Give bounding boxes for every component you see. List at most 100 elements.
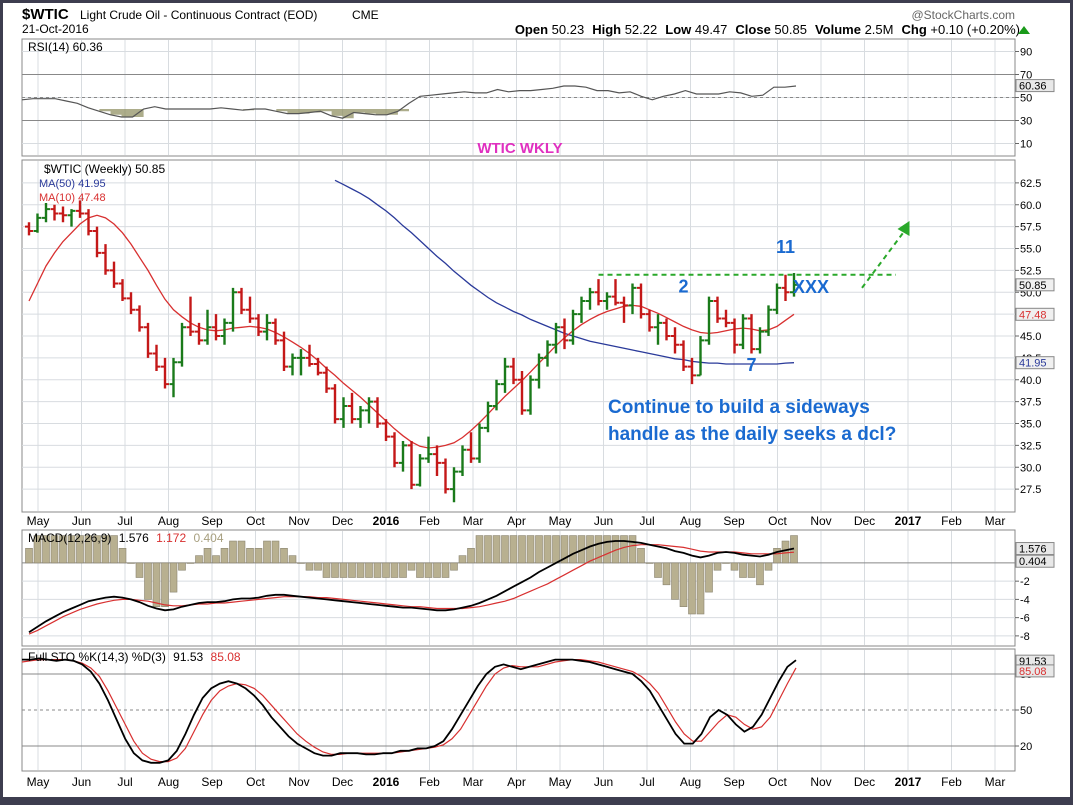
month-label: Oct [768,775,787,789]
macd-hist-bar [526,535,535,564]
macd-hist-bar [535,535,543,564]
ohlc-bar [348,392,356,424]
macd-hist-bar [424,562,433,578]
macd-panel-border [21,529,1016,647]
rsi-tick-label: 70 [1020,70,1032,82]
breakout-arrow [861,230,906,289]
ohlc-bar [637,283,645,319]
ohlc-bar [679,340,688,371]
macd-tick-label: -8 [1020,631,1030,643]
rsi-panel: RSI(14) 60.36 10 30 50 70 90 60.36 [21,38,1055,157]
macd-hist-bar [458,555,467,564]
header-description: Light Crude Oil - Continuous Contract (E… [80,8,317,22]
macd-hist-bar [322,562,331,578]
macd-hist-bar [212,555,220,564]
month-label: Nov [810,514,831,528]
ohlc-bar [518,371,526,415]
ohlc-bar [135,305,144,332]
annotation-label: 7 [746,355,756,375]
month-label: Nov [288,775,309,789]
ohlc-bar [467,432,475,463]
month-label: Mar [463,514,484,528]
month-label: Feb [941,775,962,789]
macd-hist-bar [356,562,365,578]
month-label: Sep [723,514,745,528]
month-label: Jun [72,775,91,789]
sto-panel: Full STO %K(14,3) %D(3) 91.53 85.08 20 50… [21,648,1055,772]
macd-hist-bar [671,562,679,600]
comment-line-1: Continue to build a sideways [608,397,870,418]
macd-hist-bar [594,535,603,564]
macd-hist-bar [586,535,594,564]
ma50-legend: MA(50) 41.95 [39,178,106,190]
price-tick-label: 30.0 [1020,462,1041,474]
ohlc-bar [152,344,161,371]
rsi-tick-label: 10 [1020,139,1032,151]
macd-hist-bar [679,562,688,607]
ohlc-label: High [592,22,625,37]
macd-hist-bar [288,555,297,564]
ohlc-bar [484,401,492,433]
ohlc-bar [263,314,271,341]
ohlc-bar [339,397,348,428]
macd-hist-bar [271,540,280,564]
ohlc-bar [305,344,314,367]
macd-hist-bar [186,562,195,564]
macd-hist-bar [722,562,730,564]
macd-hist-bar [518,535,526,564]
ohlc-bar [407,441,416,490]
macd-hist-bar [603,535,611,564]
macd-hist-bar [42,535,50,564]
price-tick-label: 52.5 [1020,265,1041,277]
macd-hist-bar [560,535,569,564]
month-label: Dec [854,775,875,789]
macd-last-value: 1.576 [1019,544,1047,556]
rsi-tick-label: 30 [1020,116,1032,128]
macd-hist-bar [152,562,161,607]
price-tick-label: 37.5 [1020,397,1041,409]
macd-legend-value: 1.576 [119,531,149,545]
price-bars [25,200,798,503]
ohlc-bar [620,296,628,323]
last-price-label: 50.85 [1019,280,1047,292]
macd-panel: MACD(12,26,9) 1.576 1.172 0.404 -8 -6 -4 -2… [21,529,1055,647]
ohlc-bar [297,349,305,376]
ohlc-bar [509,357,518,385]
macd-hist-bar [696,562,705,615]
macd-hist-bar [110,535,118,564]
rsi-line [21,85,797,119]
macd-hist-bar [297,562,305,564]
ohlc-bar [730,318,739,354]
month-label: Jul [117,514,132,528]
ohlc-bar [127,292,135,315]
ohlc-bar [543,340,552,367]
macd-hist-bar [101,535,110,564]
macd-hist-bar [161,562,169,607]
ohlc-bar [654,314,662,345]
macd-hist-bar [169,562,178,593]
macd-hist-bar [76,535,84,564]
price-panel: 2 11 7 XXX WTIC WKLY $WTIC (Weekly) 50.85 M… [21,140,1055,513]
price-tick-label: 45.0 [1020,331,1041,343]
ohlc-bar [254,314,263,336]
month-label: Oct [246,775,265,789]
sto-legend-k: 91.53 [173,650,203,664]
macd-hist-bar [339,562,348,578]
ma50-value-label: 41.95 [1019,358,1047,370]
ohlc-bar [424,436,433,463]
macd-hist-bar [628,535,637,564]
macd-hist-bar [764,562,773,571]
month-label: May [27,775,50,789]
ohlc-bar [42,203,50,223]
month-label: Jul [639,514,654,528]
month-label: 2017 [895,775,922,789]
macd-legend-name: MACD(12,26,9) [28,531,111,545]
ohlc-bar [93,226,101,258]
ma50-value-label-tag [1015,356,1055,370]
ohlc-bar [671,327,679,354]
macd-hist-bar [705,562,713,593]
sto-legend-name: Full STO %K(14,3) %D(3) [28,650,166,664]
macd-hist-bar [118,548,127,564]
